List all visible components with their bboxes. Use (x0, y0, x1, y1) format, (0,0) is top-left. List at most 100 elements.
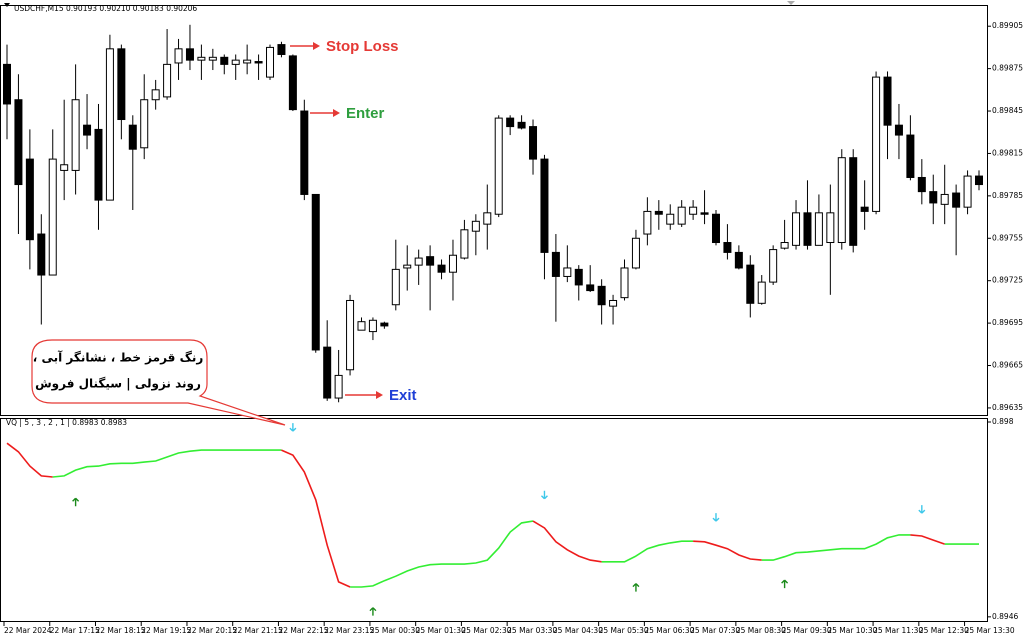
candle-body (734, 251, 743, 269)
candle-body (700, 212, 709, 215)
y-tick-label: 0.89665 (992, 361, 1023, 370)
candle-body (609, 299, 618, 307)
candle-body (471, 220, 480, 232)
candle-body (849, 157, 858, 246)
candle-body (220, 56, 229, 65)
candle-body (894, 124, 903, 136)
indicator-line (601, 540, 694, 563)
candle-body (185, 48, 194, 61)
candle-body (517, 121, 526, 129)
candle-body (872, 76, 881, 212)
sell-arrow (540, 490, 548, 500)
candle-body (357, 321, 366, 331)
candle-body (597, 285, 606, 306)
candle-body (300, 110, 309, 195)
candle-body (3, 63, 11, 105)
x-tick-label: 25 Mar 07:30 (690, 626, 740, 635)
candle-body (837, 157, 846, 244)
candle-body (174, 48, 183, 64)
candle-body (14, 99, 23, 186)
candle-body (723, 242, 732, 253)
candle-body (128, 124, 137, 150)
candle-body (25, 158, 34, 241)
y-tick-label: 0.89845 (992, 106, 1023, 115)
buy-arrow (72, 497, 80, 507)
candle-body (917, 176, 926, 193)
candle-body (254, 61, 263, 64)
candle-body (243, 59, 252, 64)
candle-body (711, 213, 720, 244)
menu-icon[interactable] (4, 3, 10, 7)
candle-body (563, 267, 572, 277)
candle-body (631, 237, 640, 269)
candle-body (769, 249, 778, 283)
y-tick-label: 0.89815 (992, 148, 1023, 157)
candle-body (288, 55, 297, 111)
indicator-line (532, 520, 602, 563)
x-tick-label: 25 Mar 09:30 (782, 626, 832, 635)
y-tick-label: 0.89785 (992, 191, 1023, 200)
candle-body (437, 264, 446, 273)
sell-arrow (918, 505, 926, 514)
candle-body (311, 193, 320, 351)
indicator-line (761, 534, 911, 561)
indicator-line (693, 540, 762, 561)
candle-body (37, 233, 46, 276)
candle-body (163, 63, 172, 98)
candle-body (574, 268, 583, 286)
candle-body (117, 48, 126, 121)
candle-body (803, 212, 812, 246)
candle-body (151, 89, 160, 101)
candle-body (506, 117, 515, 128)
x-tick-label: 22 Mar 23:15 (324, 626, 374, 635)
candle-body (643, 210, 652, 235)
symbol-header: USDCHF,M15 0.90193 0.90210 0.90183 0.902… (14, 4, 197, 13)
candle-body (860, 206, 869, 212)
candle-body (540, 158, 549, 253)
x-tick-label: 22 Mar 17:15 (50, 626, 100, 635)
indicator-line (910, 534, 945, 545)
candle-body (929, 191, 938, 204)
candle-body (483, 212, 492, 225)
x-tick-label: 25 Mar 13:30 (965, 626, 1015, 635)
y-tick-label: 0.89725 (992, 276, 1023, 285)
candle-body (403, 264, 412, 269)
candle-body (883, 76, 892, 126)
indicator-line (281, 449, 351, 588)
candle-body (60, 164, 69, 171)
candle-body (906, 134, 915, 178)
candle-body (140, 99, 149, 149)
sell-arrow (289, 423, 297, 432)
y-tick-label: 0.89755 (992, 233, 1023, 242)
candle-body (334, 374, 343, 399)
candle-body (346, 299, 355, 371)
x-tick-label: 25 Mar 12:30 (919, 626, 969, 635)
candle-body (792, 212, 801, 246)
x-tick-label: 22 Mar 22:15 (278, 626, 328, 635)
candle-body (677, 206, 686, 225)
x-tick-label: 25 Mar 00:30 (370, 626, 420, 635)
x-tick-label: 22 Mar 20:15 (187, 626, 237, 635)
x-tick-label: 25 Mar 08:30 (736, 626, 786, 635)
y-tick-label: 0.89875 (992, 64, 1023, 73)
candle-body (551, 251, 560, 277)
candle-body (940, 193, 949, 205)
candle-body (826, 212, 835, 244)
candle-body (494, 117, 503, 215)
y-tick-label: 0.89695 (992, 318, 1023, 327)
indicator-panel (0, 418, 988, 622)
candle-body (231, 59, 240, 65)
candle-body (814, 212, 823, 246)
scroll-marker (787, 1, 795, 5)
candle-body (963, 175, 972, 208)
candle-body (620, 267, 629, 299)
candle-body (586, 284, 595, 292)
x-tick-label: 25 Mar 06:30 (644, 626, 694, 635)
candle-body (380, 322, 389, 327)
candle-body (71, 99, 80, 171)
candle-body (94, 128, 103, 201)
y-tick-label: 0.8946 (992, 612, 1018, 621)
candle-body (323, 346, 332, 399)
